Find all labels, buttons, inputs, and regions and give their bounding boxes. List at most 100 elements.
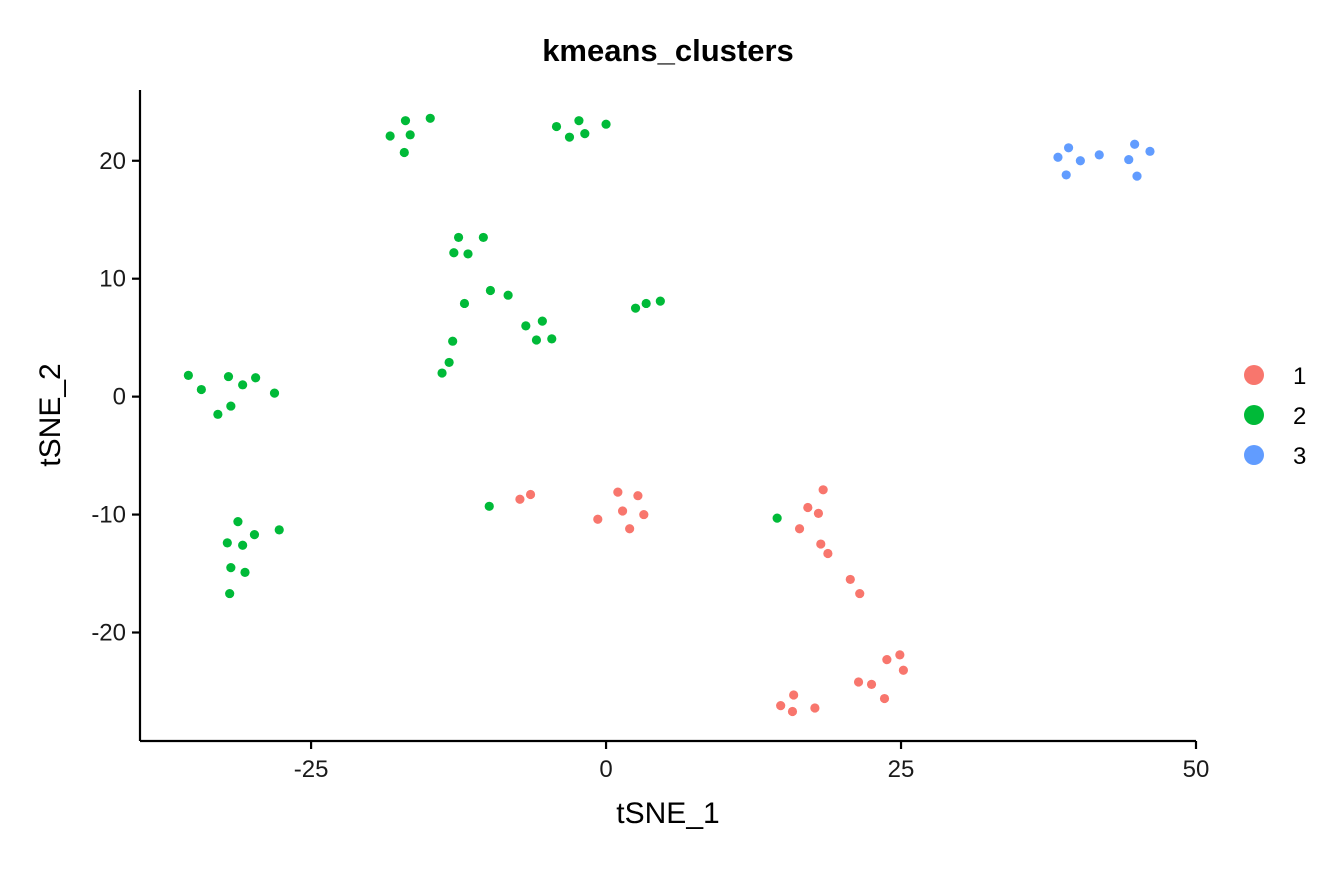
data-point-cluster-3 [1130, 139, 1140, 149]
data-point-cluster-2 [547, 334, 557, 344]
data-point-cluster-2 [459, 298, 470, 309]
data-point-cluster-3 [1132, 171, 1142, 181]
data-point-cluster-2 [574, 116, 584, 126]
data-point-cluster-1 [879, 693, 890, 704]
data-point-cluster-1 [639, 509, 649, 520]
y-tick-label: 10 [99, 266, 126, 293]
data-point-cluster-2 [226, 401, 236, 411]
data-point-cluster-2 [196, 384, 206, 395]
data-point-cluster-2 [478, 232, 488, 243]
data-point-cluster-2 [226, 563, 236, 573]
data-point-cluster-1 [789, 690, 799, 700]
data-point-cluster-2 [630, 303, 641, 313]
legend-label: 3 [1293, 443, 1306, 470]
data-point-cluster-2 [551, 121, 562, 132]
data-point-cluster-2 [463, 249, 473, 259]
data-point-cluster-1 [823, 548, 833, 559]
x-tick-label: 0 [599, 756, 612, 783]
data-point-cluster-2 [269, 388, 280, 398]
data-point-cluster-2 [537, 316, 547, 326]
x-tick-label: 25 [888, 756, 915, 783]
data-point-cluster-2 [531, 335, 542, 345]
data-point-cluster-2 [564, 132, 575, 142]
data-point-cluster-3 [1053, 152, 1063, 162]
data-point-cluster-3 [1063, 143, 1074, 153]
data-point-cluster-1 [633, 491, 643, 501]
data-point-cluster-1 [813, 508, 824, 518]
data-point-cluster-2 [425, 113, 435, 123]
data-point-cluster-1 [816, 539, 826, 549]
data-point-cluster-1 [787, 706, 798, 717]
data-point-cluster-2 [484, 501, 494, 511]
data-point-cluster-2 [274, 525, 284, 535]
data-point-cluster-2 [213, 409, 223, 419]
data-point-cluster-2 [641, 298, 651, 309]
data-point-cluster-1 [895, 650, 905, 660]
data-point-cluster-2 [399, 147, 409, 158]
legend-label: 2 [1293, 403, 1306, 430]
y-ticks: -20 -10 0 10 20 [91, 148, 140, 647]
x-tick-label: 50 [1183, 756, 1210, 783]
data-point-cluster-2 [400, 116, 411, 126]
data-point-cluster-2 [449, 248, 459, 258]
data-point-cluster-1 [845, 574, 855, 585]
legend-key-3 [1244, 445, 1264, 465]
y-tick-label: 0 [113, 384, 126, 411]
data-point-cluster-1 [515, 494, 525, 504]
data-point-cluster-2 [233, 517, 243, 527]
data-point-cluster-2 [503, 290, 513, 300]
legend-label: 1 [1293, 363, 1306, 390]
data-point-cluster-1 [818, 485, 828, 495]
legend: 1 2 3 [1244, 363, 1306, 470]
x-axis-label: tSNE_1 [616, 797, 719, 830]
y-tick-label: 20 [99, 148, 126, 175]
data-point-cluster-3 [1094, 150, 1104, 160]
data-point-cluster-1 [525, 489, 536, 500]
data-point-cluster-2 [448, 336, 458, 346]
data-point-cluster-3 [1075, 156, 1085, 166]
legend-key-1 [1244, 365, 1264, 385]
data-point-cluster-2 [521, 321, 531, 331]
data-point-cluster-3 [1124, 154, 1134, 165]
data-point-cluster-1 [898, 665, 908, 675]
data-point-cluster-2 [238, 540, 248, 550]
points-layer [183, 113, 1155, 717]
data-point-cluster-2 [405, 130, 415, 140]
data-point-cluster-1 [625, 524, 635, 534]
y-axis-label: tSNE_2 [34, 363, 67, 466]
data-point-cluster-2 [453, 232, 464, 243]
y-tick-label: -10 [91, 502, 126, 529]
data-point-cluster-2 [385, 131, 395, 141]
data-point-cluster-2 [222, 538, 232, 548]
data-point-cluster-2 [249, 530, 260, 540]
data-point-cluster-2 [772, 513, 782, 523]
data-point-cluster-1 [593, 514, 603, 524]
y-tick-label: -20 [91, 620, 126, 647]
data-point-cluster-3 [1061, 170, 1071, 180]
data-point-cluster-1 [810, 703, 820, 713]
data-point-cluster-1 [866, 679, 877, 689]
data-point-cluster-2 [580, 129, 590, 139]
data-point-cluster-1 [617, 506, 628, 516]
data-point-cluster-2 [437, 368, 447, 378]
data-point-cluster-2 [225, 588, 235, 599]
data-point-cluster-1 [794, 524, 805, 534]
data-point-cluster-2 [444, 357, 454, 368]
data-point-cluster-1 [855, 588, 865, 599]
x-ticks: -25 0 25 50 [294, 741, 1210, 783]
data-point-cluster-2 [251, 373, 261, 383]
data-point-cluster-2 [183, 370, 193, 381]
chart-title: kmeans_clusters [542, 33, 794, 68]
data-point-cluster-2 [240, 567, 250, 577]
data-point-cluster-2 [655, 296, 665, 306]
data-point-cluster-1 [882, 655, 892, 665]
data-point-cluster-1 [613, 487, 623, 497]
data-point-cluster-1 [776, 701, 786, 711]
data-point-cluster-1 [853, 677, 864, 687]
data-point-cluster-2 [238, 380, 248, 390]
legend-key-2 [1244, 405, 1264, 425]
x-tick-label: -25 [294, 756, 329, 783]
data-point-cluster-3 [1145, 146, 1155, 156]
data-point-cluster-1 [803, 502, 813, 513]
